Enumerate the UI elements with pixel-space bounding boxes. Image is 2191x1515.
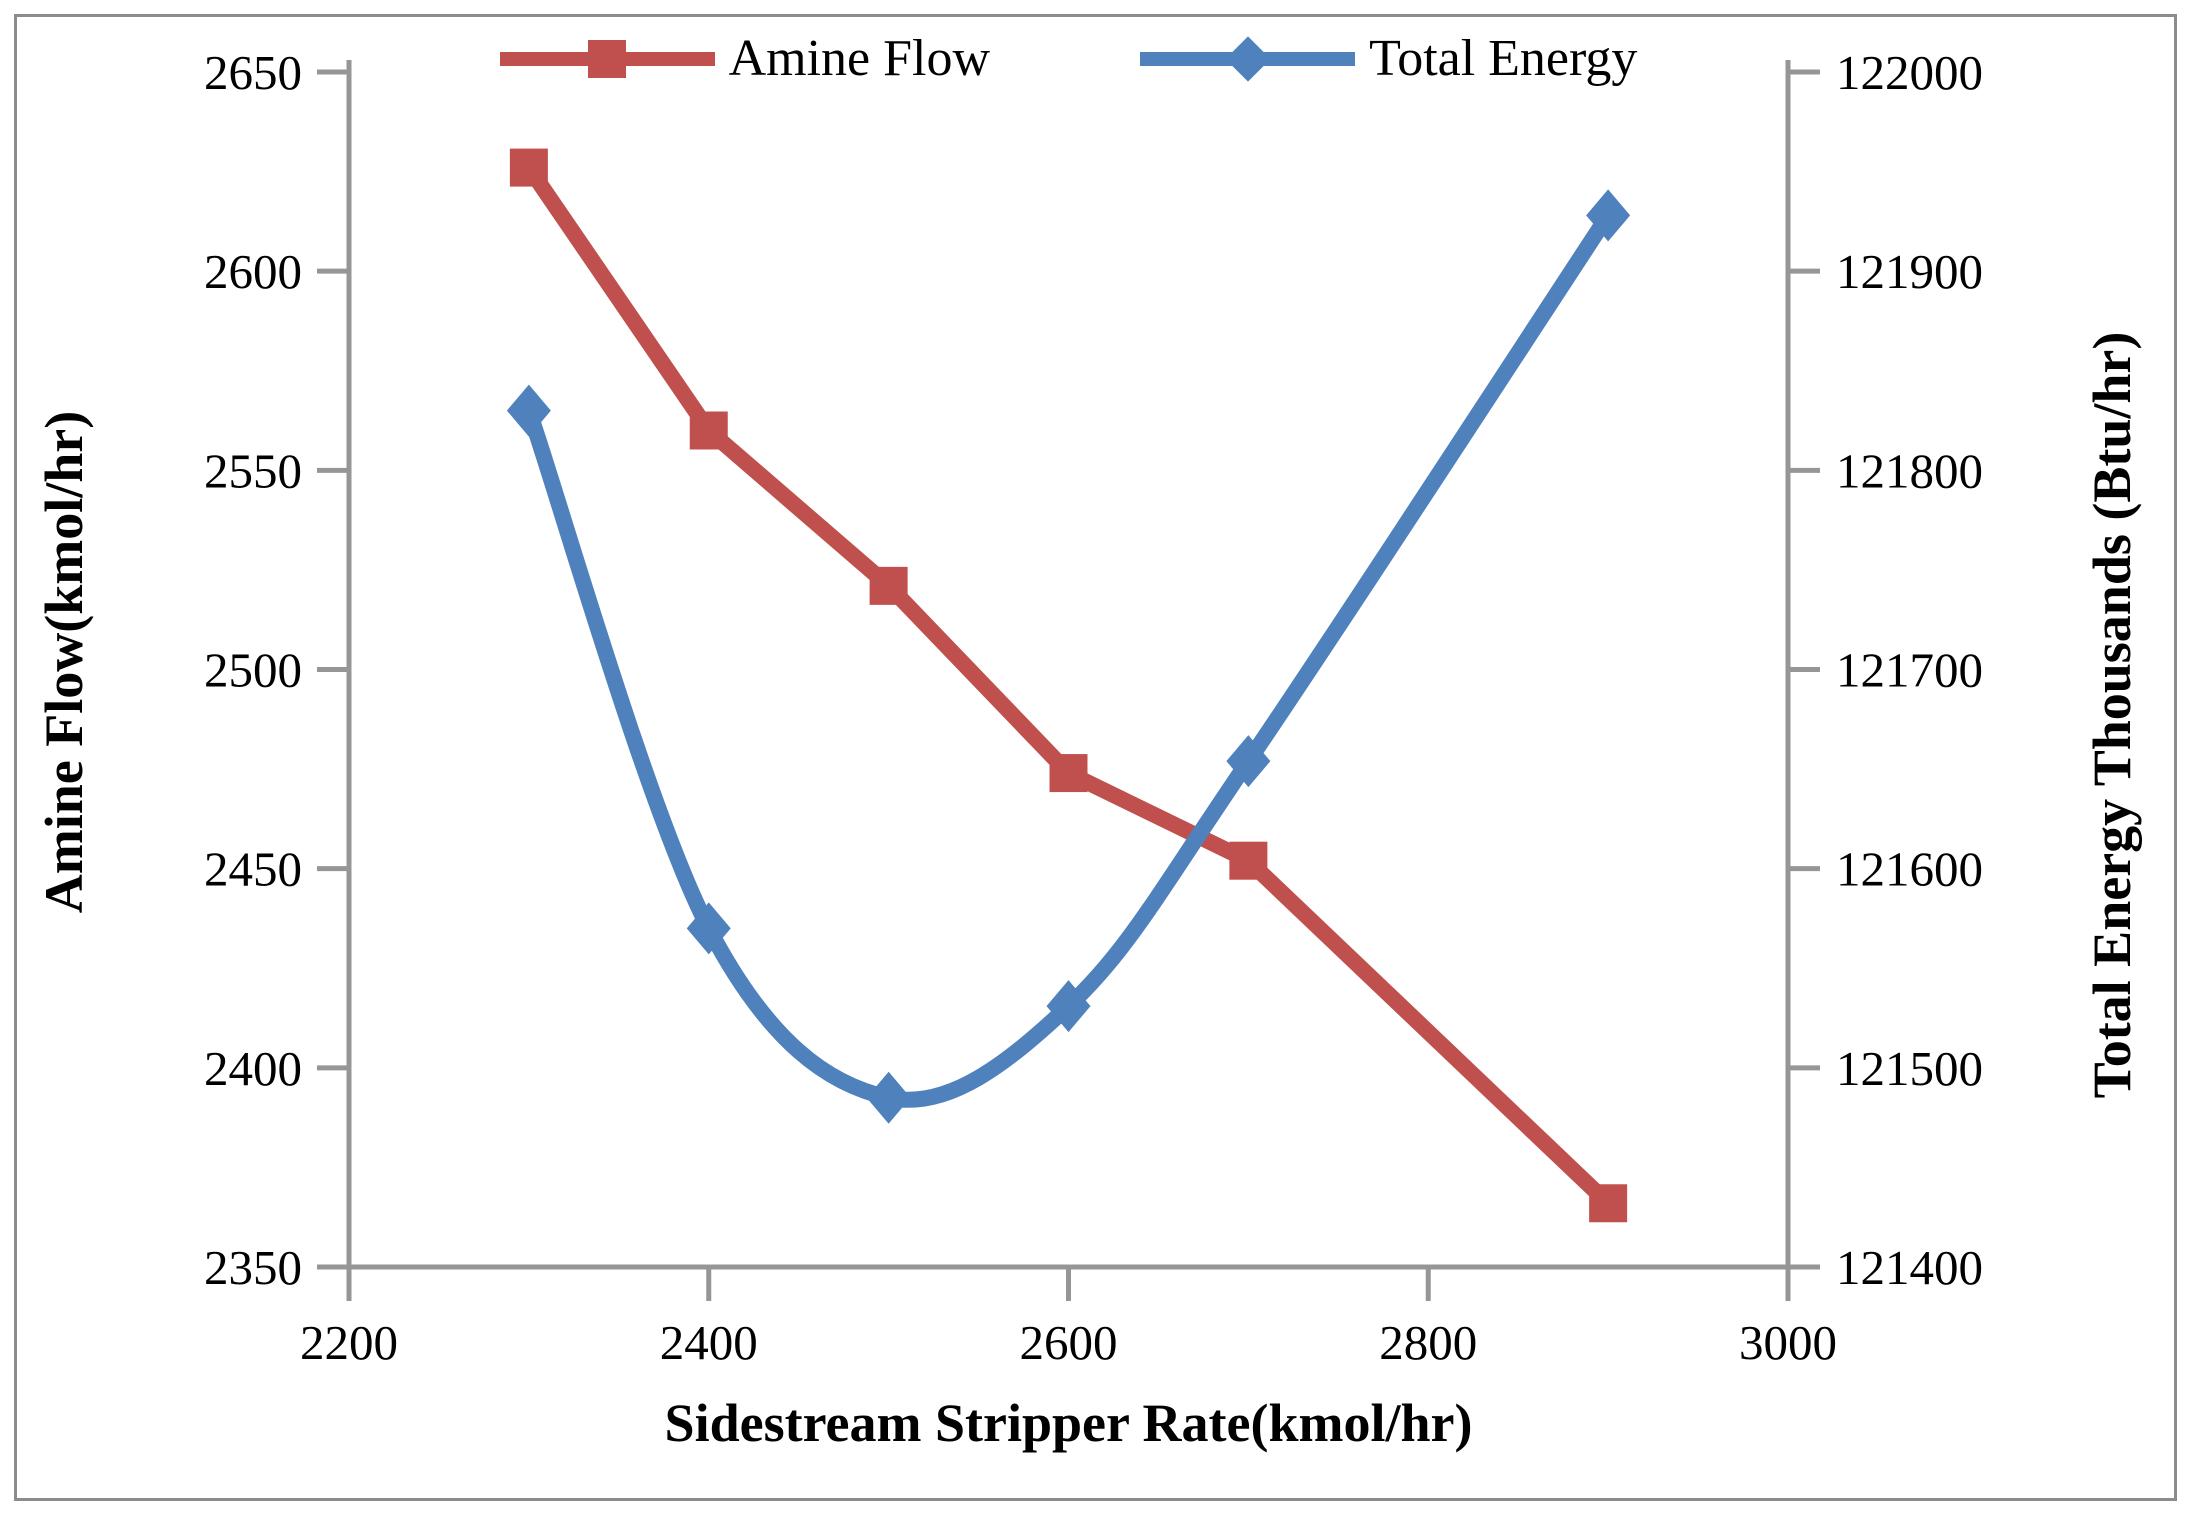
legend-label-total-energy: Total Energy <box>1369 30 1638 87</box>
data-point-marker-total-energy <box>686 902 731 955</box>
data-point-marker-amine-flow <box>509 148 548 187</box>
left-y-tick-label: 2600 <box>204 244 302 299</box>
left-y-tick-label: 2350 <box>204 1240 302 1295</box>
right-y-tick-label: 121700 <box>1836 643 1983 698</box>
right-y-tick-label: 121500 <box>1836 1041 1983 1096</box>
x-tick-label: 2800 <box>1379 1315 1477 1370</box>
blue-diamond-marker-icon <box>1225 36 1271 82</box>
x-tick-label: 2200 <box>300 1315 398 1370</box>
x-tick-label: 3000 <box>1739 1315 1837 1370</box>
data-point-marker-total-energy <box>1046 980 1091 1033</box>
x-tick-label: 2400 <box>660 1315 758 1370</box>
legend-label-amine-flow: Amine Flow <box>728 30 991 87</box>
chart-legend: Amine Flow Total Energy <box>349 16 1788 102</box>
left-y-tick-label: 2400 <box>204 1041 302 1096</box>
total-energy-legend-marker <box>1140 31 1356 87</box>
left-y-tick-label: 2650 <box>204 45 302 100</box>
series-line-amine-flow <box>520 159 1617 1212</box>
data-point-marker-total-energy <box>1226 735 1271 788</box>
data-point-marker-amine-flow <box>689 411 728 450</box>
legend-entry-total-energy: Total Energy <box>1140 31 1637 87</box>
amine-flow-legend-marker <box>499 31 715 87</box>
right-y-tick-label: 121900 <box>1836 244 1983 299</box>
left-y-tick-label: 2500 <box>204 643 302 698</box>
x-tick-label: 2600 <box>1020 1315 1118 1370</box>
right-y-tick-label: 121600 <box>1836 842 1983 897</box>
right-y-tick-label: 122000 <box>1836 45 1983 100</box>
right-y-axis-title: Total Energy Thousands (Btu/hr) <box>2082 331 2142 1099</box>
legend-entry-amine-flow: Amine Flow <box>499 30 991 87</box>
data-point-marker-total-energy <box>506 384 551 437</box>
data-point-marker-total-energy <box>1586 189 1631 242</box>
series-line-total-energy <box>520 207 1617 1108</box>
right-y-tick-label: 121400 <box>1836 1240 1983 1295</box>
data-point-marker-amine-flow <box>1049 754 1088 793</box>
x-axis-title: Sidestream Stripper Rate(kmol/hr) <box>664 1393 1473 1453</box>
data-point-marker-total-energy <box>866 1071 911 1124</box>
data-point-marker-amine-flow <box>1229 841 1268 880</box>
left-y-tick-label: 2550 <box>204 443 302 498</box>
left-y-axis-title: Amine Flow(kmol/hr) <box>34 410 94 914</box>
left-y-tick-label: 2450 <box>204 842 302 897</box>
red-square-marker-icon <box>587 40 626 78</box>
data-point-marker-amine-flow <box>869 566 908 605</box>
right-y-tick-label: 121800 <box>1836 443 1983 498</box>
data-point-marker-amine-flow <box>1589 1184 1628 1223</box>
